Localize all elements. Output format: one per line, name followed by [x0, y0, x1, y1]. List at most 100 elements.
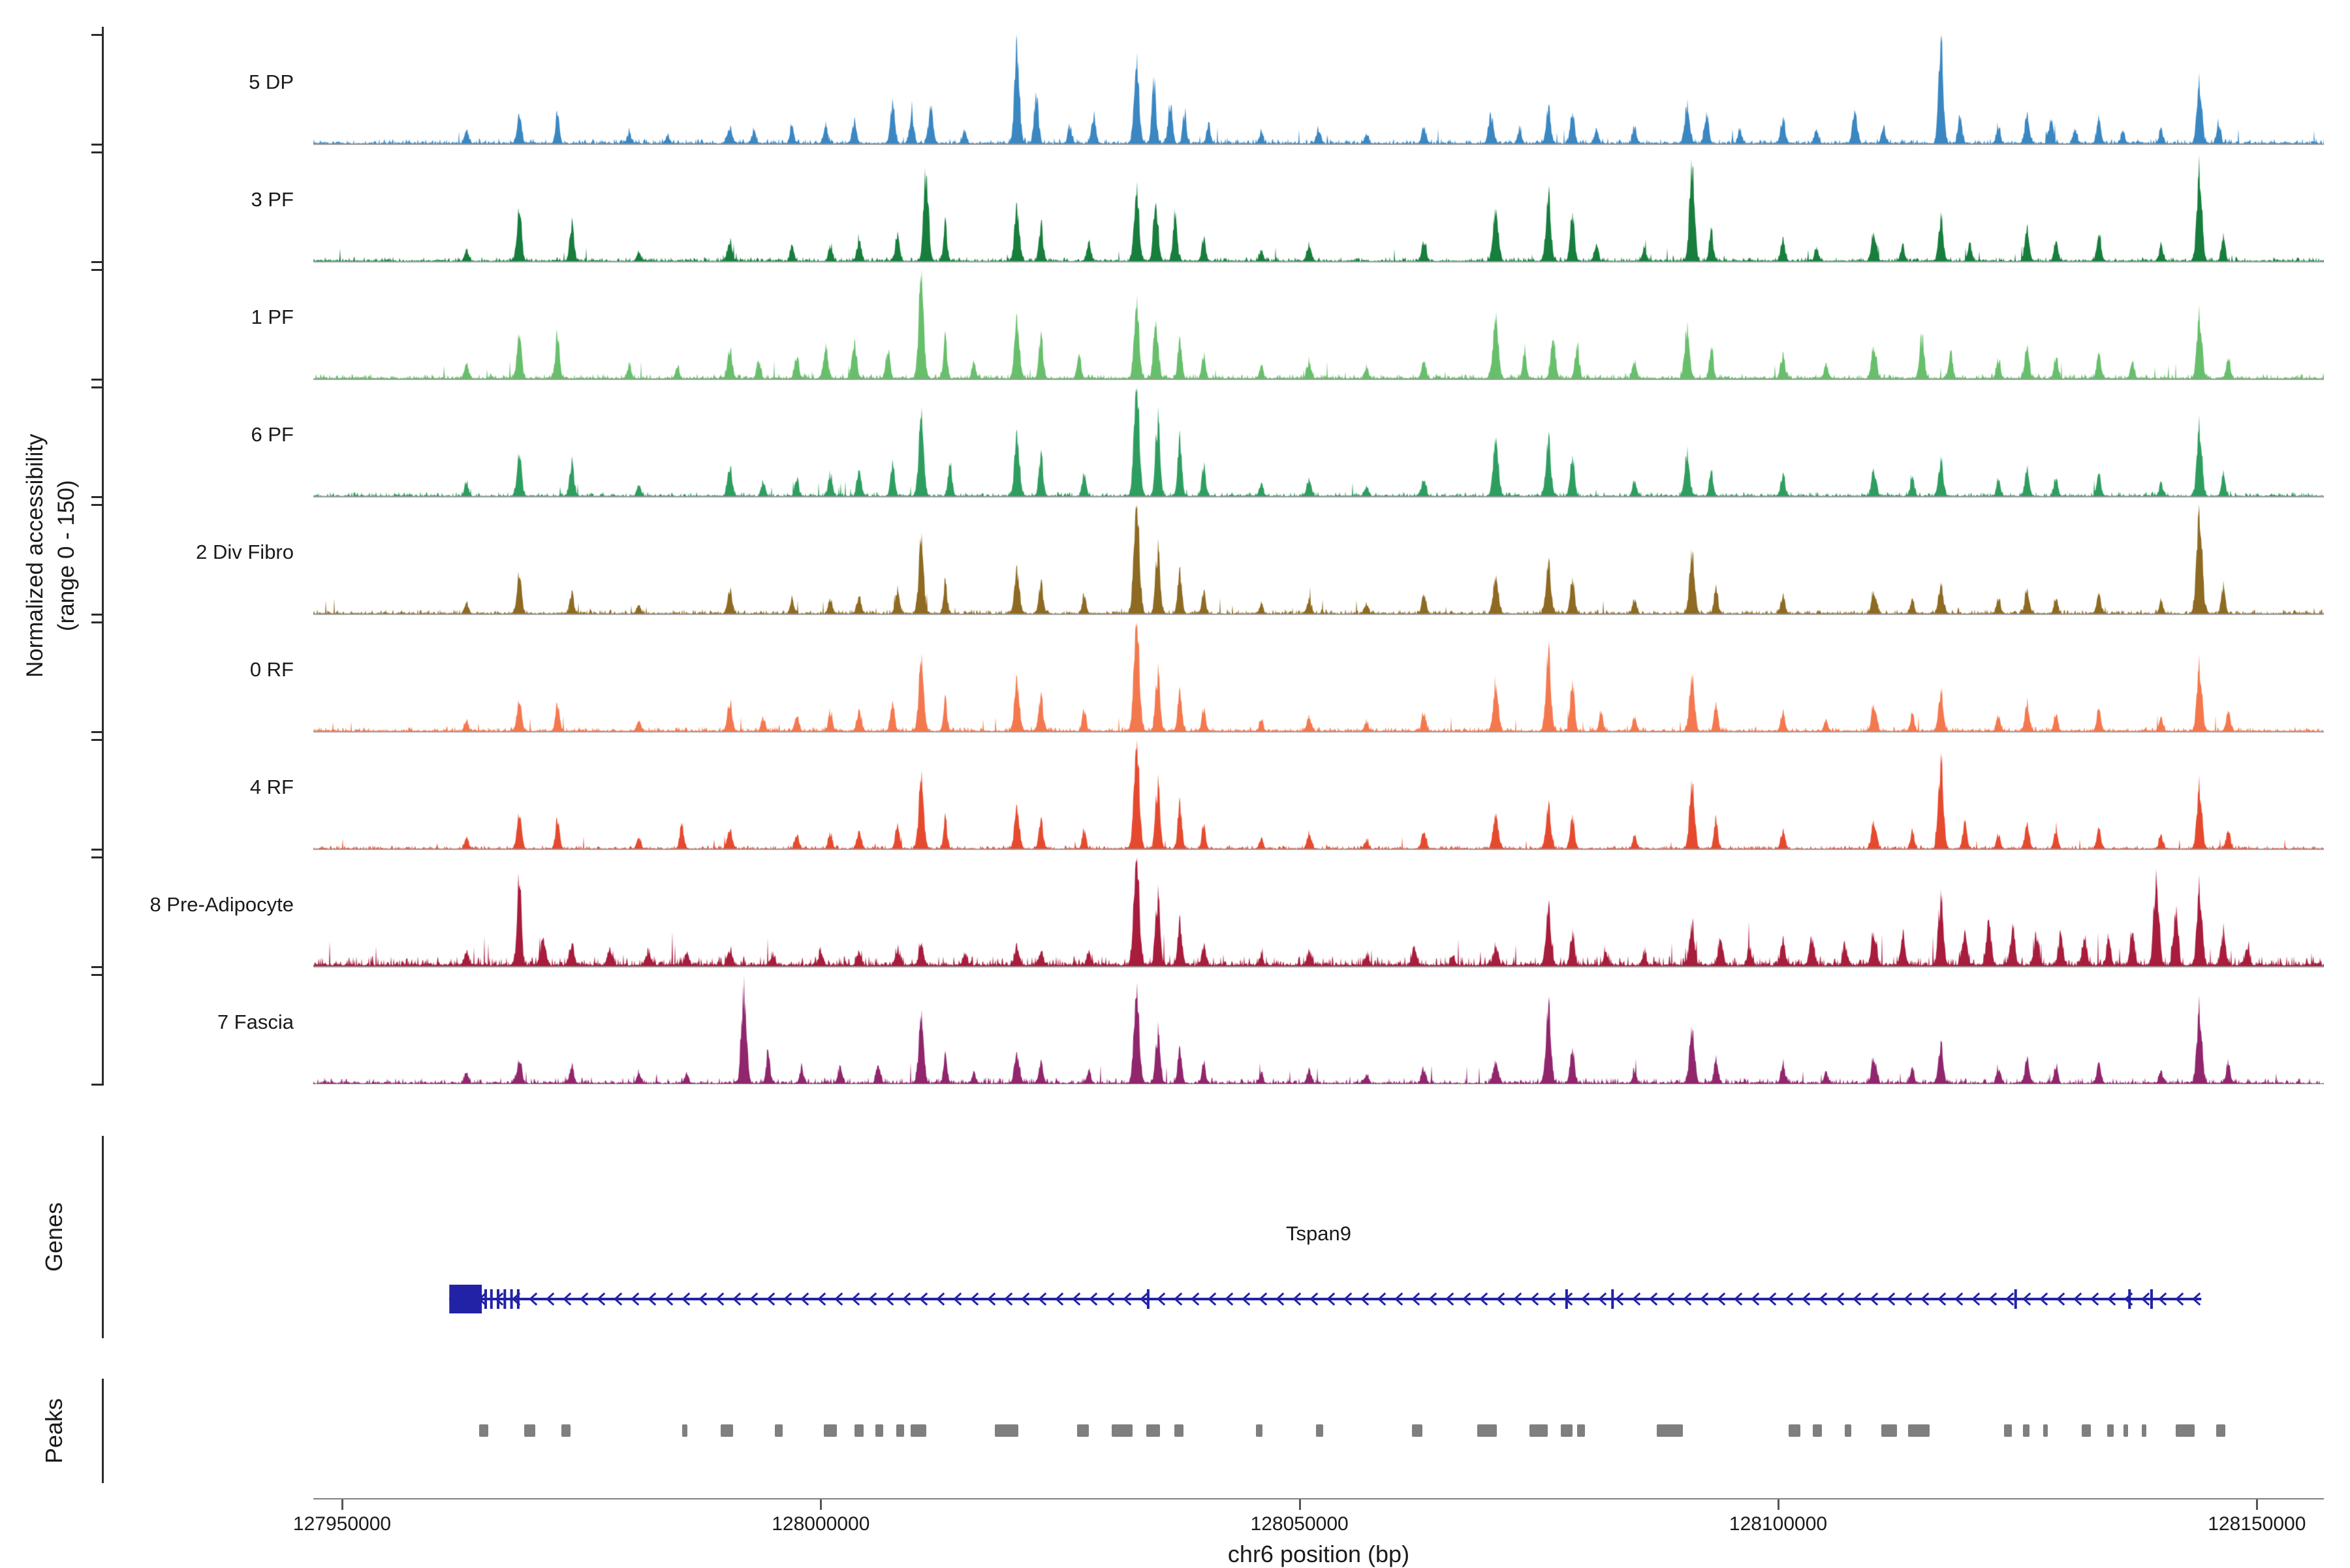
peak-box: [1174, 1424, 1183, 1437]
gene-strand-arrow-icon: [936, 1292, 945, 1306]
gene-strand-arrow-icon: [1937, 1292, 1947, 1306]
gene-exon-tick: [1611, 1289, 1614, 1309]
track-label-8-pre-adipocyte: 8 Pre-Adipocyte: [149, 893, 294, 916]
gene-exon-tick: [490, 1289, 493, 1309]
peak-box: [2043, 1424, 2048, 1437]
y-axis-tick: [91, 621, 103, 623]
gene-strand-arrow-icon: [2192, 1292, 2201, 1306]
x-axis-tick: [820, 1499, 822, 1510]
gene-exon-box: [449, 1285, 482, 1313]
gene-exon-tick: [503, 1289, 507, 1309]
track-label-1-pf: 1 PF: [251, 306, 294, 328]
x-axis-tick: [341, 1499, 343, 1510]
gene-strand-arrow-icon: [766, 1292, 776, 1306]
gene-exon-tick: [510, 1289, 513, 1309]
y-axis-tick: [91, 496, 103, 498]
gene-strand-arrow-icon: [1004, 1292, 1013, 1306]
y-axis-tick: [91, 34, 103, 36]
gene-strand-arrow-icon: [1649, 1292, 1658, 1306]
peak-box: [524, 1424, 535, 1437]
gene-strand-arrow-icon: [1632, 1292, 1641, 1306]
gene-exon-tick: [516, 1289, 520, 1309]
gene-strand-arrow-icon: [885, 1292, 894, 1306]
peak-box: [479, 1424, 489, 1437]
y-axis-tick: [91, 974, 103, 976]
gene-strand-arrow-icon: [783, 1292, 792, 1306]
gene-strand-arrow-icon: [749, 1292, 759, 1306]
peak-box: [2216, 1424, 2225, 1437]
gene-track-svg: [449, 1285, 2202, 1313]
gene-exon-tick: [1146, 1289, 1150, 1309]
gene-strand-arrow-icon: [546, 1292, 555, 1306]
peak-box: [1560, 1424, 1573, 1437]
gene-strand-arrow-icon: [2073, 1292, 2082, 1306]
gene-strand-arrow-icon: [631, 1292, 640, 1306]
gene-strand-arrow-icon: [2022, 1292, 2031, 1306]
gene-exon-tick: [2014, 1289, 2017, 1309]
x-axis-title: chr6 position (bp): [1227, 1541, 1410, 1567]
track-label-6-pf: 6 PF: [251, 423, 294, 446]
gene-strand-arrow-icon: [529, 1292, 538, 1306]
peak-box: [896, 1424, 904, 1437]
peak-box: [774, 1424, 783, 1437]
gene-strand-arrow-icon: [1259, 1292, 1268, 1306]
gene-strand-arrow-icon: [1292, 1292, 1302, 1306]
gene-strand-arrow-icon: [1920, 1292, 1930, 1306]
track-label-4-rf: 4 RF: [249, 776, 294, 798]
gene-strand-arrow-icon: [495, 1292, 504, 1306]
peak-box: [2123, 1424, 2129, 1437]
x-axis-tick: [1298, 1499, 1301, 1510]
gene-strand-arrow-icon: [1904, 1292, 1913, 1306]
gene-strand-arrow-icon: [1225, 1292, 1234, 1306]
gene-strand-arrow-icon: [851, 1292, 860, 1306]
gene-strand-arrow-icon: [1360, 1292, 1370, 1306]
gene-exon-tick: [484, 1289, 487, 1309]
gene-strand-arrow-icon: [1445, 1292, 1454, 1306]
gene-strand-arrow-icon: [1887, 1292, 1896, 1306]
gene-exon-tick: [2150, 1289, 2153, 1309]
gene-strand-arrow-icon: [1140, 1292, 1149, 1306]
gene-exon-tick: [2128, 1289, 2131, 1309]
gene-strand-arrow-icon: [1734, 1292, 1743, 1306]
gene-strand-arrow-icon: [1242, 1292, 1251, 1306]
y-axis-tick: [91, 504, 103, 506]
gene-strand-arrow-icon: [597, 1292, 606, 1306]
gene-strand-arrow-icon: [953, 1292, 962, 1306]
peak-box: [2082, 1424, 2092, 1437]
peak-box: [1412, 1424, 1423, 1437]
gene-strand-arrow-icon: [987, 1292, 996, 1306]
track-label-3-pf: 3 PF: [251, 188, 294, 211]
x-axis-tick-label: 128050000: [1250, 1513, 1349, 1535]
y-axis-line: [102, 27, 104, 1086]
x-axis-tick-label: 127950000: [292, 1513, 392, 1535]
gene-strand-arrow-icon: [1954, 1292, 1964, 1306]
y-axis-tick: [91, 144, 103, 146]
gene-strand-arrow-icon: [2158, 1292, 2167, 1306]
gene-strand-arrow-icon: [1411, 1292, 1420, 1306]
gene-strand-arrow-icon: [1513, 1292, 1522, 1306]
gene-strand-arrow-icon: [817, 1292, 826, 1306]
gene-strand-arrow-icon: [1496, 1292, 1505, 1306]
gene-strand-arrow-icon: [1870, 1292, 1879, 1306]
gene-strand-arrow-icon: [2141, 1292, 2150, 1306]
peak-box: [1315, 1424, 1324, 1437]
peaks-axis-line: [102, 1379, 104, 1483]
peak-box: [1908, 1424, 1930, 1437]
gene-strand-arrow-icon: [834, 1292, 843, 1306]
y-axis-tick: [91, 379, 103, 381]
gene-strand-arrow-icon: [2039, 1292, 2048, 1306]
gene-strand-arrow-icon: [1666, 1292, 1675, 1306]
accessibility-signal-canvas: [313, 27, 2324, 1084]
gene-strand-arrow-icon: [580, 1292, 589, 1306]
gene-strand-arrow-icon: [1581, 1292, 1590, 1306]
gene-strand-arrow-icon: [2175, 1292, 2184, 1306]
x-axis-tick: [2256, 1499, 2259, 1510]
gene-strand-arrow-icon: [1700, 1292, 1709, 1306]
gene-strand-arrow-icon: [1106, 1292, 1115, 1306]
gene-strand-arrow-icon: [1072, 1292, 1081, 1306]
gene-strand-arrow-icon: [1479, 1292, 1488, 1306]
gene-strand-arrow-icon: [800, 1292, 809, 1306]
gene-strand-arrow-icon: [1038, 1292, 1047, 1306]
y-axis-tick: [91, 731, 103, 733]
